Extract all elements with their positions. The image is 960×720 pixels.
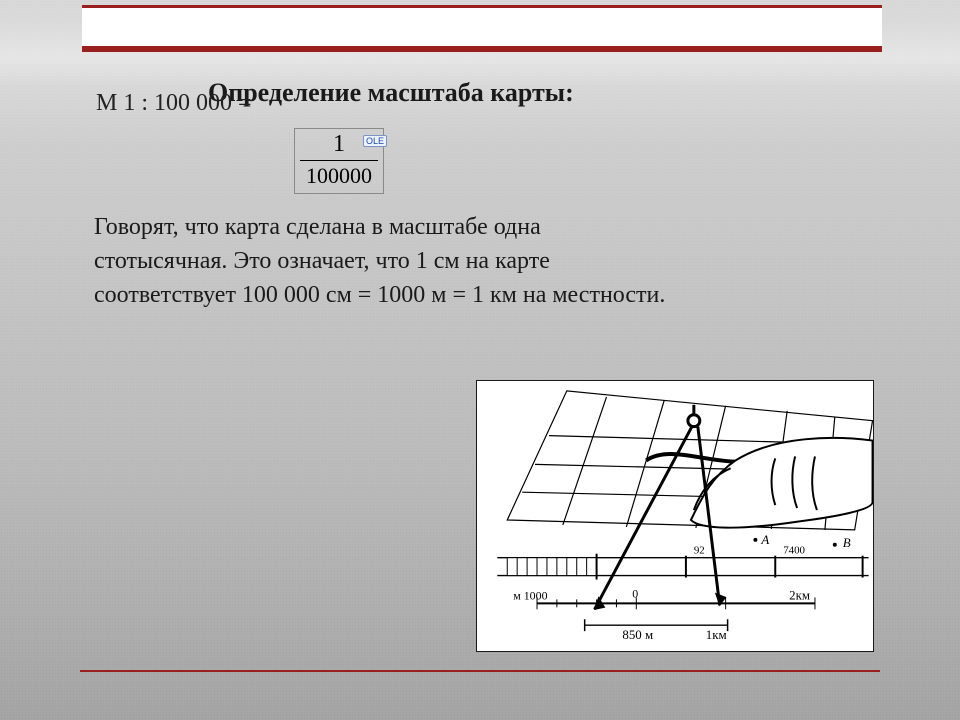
svg-text:7400: 7400 [783, 545, 805, 557]
label-2km: 2км [789, 588, 810, 602]
fraction-numerator: 1 [333, 131, 345, 158]
fraction-rule [300, 160, 378, 161]
slide-title: Определение масштаба карты: [208, 78, 574, 108]
fraction-numerator-row: 1 OLE [303, 131, 375, 158]
illustration: A B [476, 380, 874, 652]
label-b: B [843, 536, 851, 550]
label-zero: 0 [632, 586, 638, 600]
body-text: Говорят, что карта сделана в масштабе од… [94, 210, 854, 312]
slide: Определение масштаба карты: М 1 : 100 00… [0, 0, 960, 720]
body-line: Говорят, что карта сделана в масштабе од… [94, 210, 854, 244]
label-850m: 850 м [622, 628, 653, 642]
label-m1000: м 1000 [513, 588, 547, 602]
label-1km: 1км [706, 628, 727, 642]
scale-expression: М 1 : 100 000 = [96, 90, 252, 117]
footer-rule [80, 670, 880, 672]
body-line: соответствует 100 000 см = 1000 м = 1 км… [94, 278, 854, 312]
ole-badge: OLE [363, 135, 387, 147]
header-bar [82, 5, 882, 52]
scale-fraction: 1 OLE 100000 [294, 128, 384, 194]
body-line: стотысячная. Это означает, что 1 см на к… [94, 244, 854, 278]
fraction-denominator: 100000 [306, 163, 372, 189]
svg-text:92: 92 [694, 545, 705, 557]
label-a: A [760, 533, 769, 547]
illustration-svg: A B [477, 381, 873, 651]
